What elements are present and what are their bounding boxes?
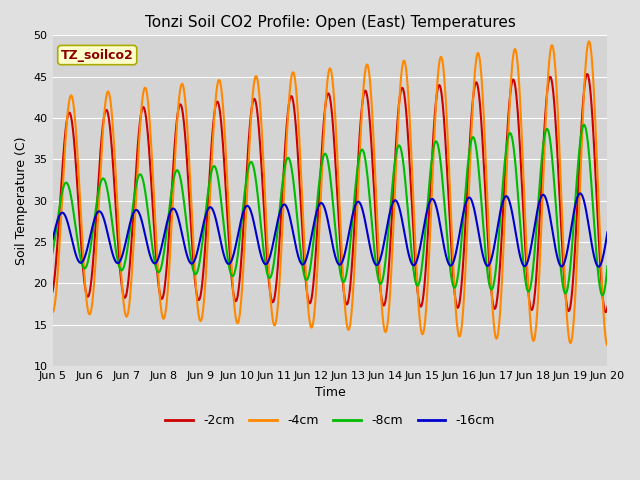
Legend: -2cm, -4cm, -8cm, -16cm: -2cm, -4cm, -8cm, -16cm xyxy=(161,409,499,432)
Y-axis label: Soil Temperature (C): Soil Temperature (C) xyxy=(15,136,28,265)
Text: TZ_soilco2: TZ_soilco2 xyxy=(61,48,134,61)
X-axis label: Time: Time xyxy=(315,386,346,399)
Title: Tonzi Soil CO2 Profile: Open (East) Temperatures: Tonzi Soil CO2 Profile: Open (East) Temp… xyxy=(145,15,515,30)
